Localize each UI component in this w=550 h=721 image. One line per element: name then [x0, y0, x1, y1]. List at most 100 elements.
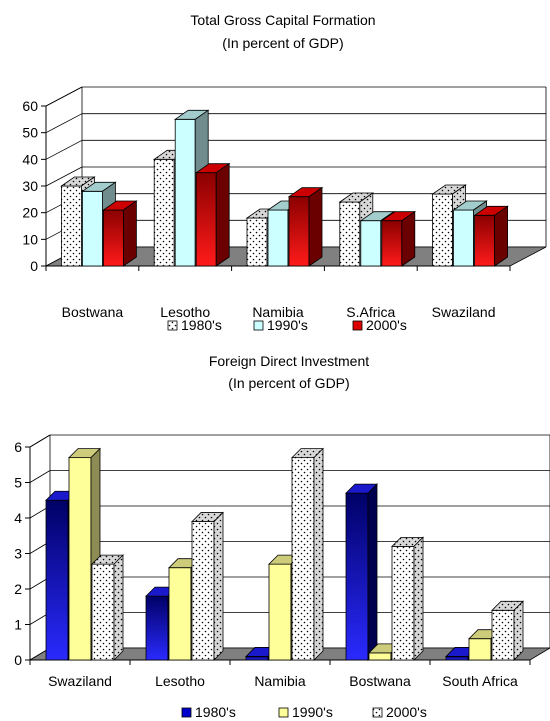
chart1-category-label: Swaziland — [432, 304, 496, 320]
chart2-bar-swaziland-2000-s — [91, 554, 124, 661]
chart1-bar-s-africa-1980-s-front — [339, 201, 361, 267]
chart2-bar-namibia-2000-s-side — [313, 447, 324, 661]
chart2-bar-namibia-2000-s-front — [291, 457, 315, 661]
legend2-swatch-2000s — [372, 707, 383, 718]
chart1-category-label: Lesotho — [160, 304, 210, 320]
legend2-swatch-1980s — [181, 707, 192, 718]
chart2-bar-lesotho-1990-s-front — [168, 567, 192, 661]
legend2-label-2000s: 2000's — [386, 704, 427, 720]
chart1-bar-swaziland-2000-s-side — [494, 205, 509, 267]
chart2-ytick-label: 1 — [14, 617, 22, 633]
chart1-bar-bostwana-1980-s-front — [61, 185, 82, 267]
chart2-bar-bostwana-2000-s-front — [391, 546, 415, 661]
chart1-bar-lesotho-1990-s-front — [174, 118, 196, 267]
chart1-bar-namibia-1980-s-front — [246, 217, 268, 267]
chart2-bar-bostwana-1980-s-side — [367, 483, 378, 661]
chart2-category-label: Swaziland — [48, 673, 112, 689]
chart1-bar-lesotho-2000-s — [194, 162, 231, 267]
chart2-ytick-label: 6 — [14, 439, 22, 455]
chart2-bar-bostwana-1990-s-front — [368, 652, 392, 661]
legend-label-2000s: 2000's — [366, 317, 407, 333]
chart2-ytick-label: 2 — [14, 581, 22, 597]
chart1-bar-s-africa-2000-s — [380, 210, 417, 267]
chart1-bar-namibia-1990-s-front — [267, 209, 289, 267]
chart1-bar-namibia-2000-s — [287, 186, 324, 267]
chart1-bar-s-africa-1990-s-front — [360, 220, 382, 267]
chart1-bar-lesotho-2000-s-side — [215, 162, 230, 267]
chart1-title: Total Gross Capital Formation — [190, 12, 375, 28]
chart2-bar-swaziland-2000-s-front — [91, 563, 115, 661]
legend2-label-1980s: 1980's — [195, 704, 236, 720]
chart2-bar-lesotho-1980-s-front — [145, 595, 169, 661]
chart1-bar-bostwana-2000-s — [102, 200, 138, 267]
chart2-bar-bostwana-2000-s — [391, 536, 424, 661]
chart1-ytick-label: 60 — [22, 98, 38, 114]
legend-swatch-1990s — [253, 320, 264, 331]
chart2-title: Foreign Direct Investment — [209, 353, 369, 369]
chart2-bar-south-africa-1980-s-front — [445, 656, 469, 661]
chart2-ytick-label: 0 — [14, 652, 22, 668]
chart1-ytick-label: 40 — [22, 151, 38, 167]
chart2-bar-south-africa-2000-s-side — [513, 600, 524, 661]
chart1-category-label: Namibia — [252, 304, 304, 320]
chart1-ytick-label: 10 — [22, 231, 38, 247]
chart1-bar-namibia-2000-s-front — [288, 196, 310, 267]
chart1-bar-lesotho-1980-s-front — [153, 158, 175, 267]
chart1-bar-bostwana-2000-s-side — [123, 200, 137, 267]
chart1-gridline-side — [45, 113, 83, 134]
chart2-ytick-label: 5 — [14, 475, 22, 491]
chart2-bar-lesotho-2000-s-front — [191, 521, 215, 661]
chart1-subtitle: (In percent of GDP) — [222, 35, 343, 51]
chart1-bar-swaziland-2000-s-front — [474, 214, 496, 267]
chart2-category-label: Lesotho — [155, 673, 205, 689]
legend2-label-1990s: 1990's — [292, 704, 333, 720]
legend2-swatch-1990s — [278, 707, 289, 718]
chart1-bar-s-africa-2000-s-front — [381, 220, 403, 267]
legend-swatch-1980s — [167, 320, 178, 331]
chart2-bar-bostwana-2000-s-side — [413, 536, 424, 661]
chart1-bar-namibia-2000-s-side — [308, 186, 323, 267]
chart1-bar-swaziland-1990-s-front — [453, 209, 475, 267]
chart2-category-label: Bostwana — [349, 673, 411, 689]
chart2-subtitle: (In percent of GDP) — [228, 375, 349, 391]
chart1-bar-swaziland-1980-s-front — [432, 193, 454, 267]
chart1-gridline-side — [45, 139, 83, 160]
chart1-ytick-label: 50 — [22, 125, 38, 141]
chart2-bar-lesotho-2000-s — [191, 511, 224, 661]
chart1-legend: 1980's 1990's 2000's — [167, 317, 407, 333]
legend-label-1990s: 1990's — [267, 317, 308, 333]
chart2-bar-swaziland-1990-s-front — [68, 457, 92, 661]
chart1-ytick-label: 20 — [22, 205, 38, 221]
chart2-bar-bostwana-1980-s — [345, 483, 378, 661]
chart2-bar-namibia-1990-s-front — [268, 563, 292, 661]
chart1-bar-s-africa-2000-s-side — [401, 210, 416, 267]
chart2-bar-bostwana-1980-s-front — [345, 492, 369, 661]
chart2-bar-namibia-2000-s — [291, 447, 324, 661]
chart2-category-label: South Africa — [442, 673, 518, 689]
chart2-top-edge — [29, 434, 51, 448]
chart2-bar-swaziland-2000-s-side — [113, 554, 124, 661]
chart1-top-edge — [45, 86, 83, 107]
chart1-category-label: Bostwana — [62, 304, 124, 320]
chart2-legend: 1980's 1990's 2000's — [181, 704, 427, 720]
chart1-bar-swaziland-2000-s — [473, 205, 509, 267]
chart1-bar-bostwana-2000-s-front — [103, 209, 124, 267]
chart1-ytick-label: 30 — [22, 178, 38, 194]
legend-swatch-2000s — [352, 320, 363, 331]
chart2-bar-south-africa-1990-s-front — [468, 638, 492, 661]
chart2-bar-swaziland-1980-s-front — [45, 499, 69, 661]
chart2-category-label: Namibia — [254, 673, 306, 689]
chart1-category-label: S.Africa — [346, 304, 395, 320]
chart2-bar-lesotho-2000-s-side — [213, 511, 224, 661]
chart1-plot: 0 10 20 30 40 50 60 Bostwana Lesotho Namibia S.Afr… — [22, 86, 547, 320]
chart2-plot: 0 1 2 3 4 5 6 Swaziland Lesotho Namibia Bostwana So… — [14, 434, 550, 689]
chart1-ytick-label: 0 — [30, 258, 38, 274]
chart2-ytick-label: 4 — [14, 510, 22, 526]
chart2-bar-namibia-1980-s-front — [245, 656, 269, 661]
legend-label-1980s: 1980's — [181, 317, 222, 333]
chart2-bar-south-africa-2000-s-front — [491, 609, 515, 661]
chart1-bar-lesotho-2000-s-front — [195, 172, 217, 267]
chart1-bar-bostwana-1990-s-front — [82, 190, 103, 267]
chart2-ytick-label: 3 — [14, 546, 22, 562]
